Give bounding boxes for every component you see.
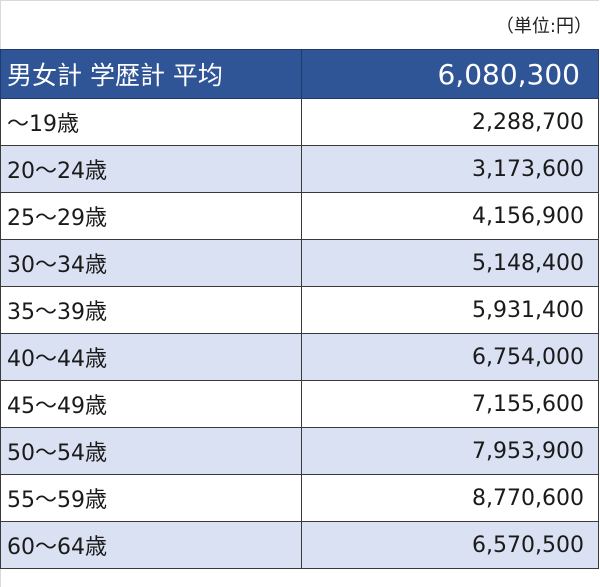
age-cell: 45～49歳 (0, 380, 302, 428)
salary-cell: 5,148,400 (301, 239, 599, 287)
table-header-row: 男女計 学歴計 平均 6,080,300 (0, 49, 599, 99)
age-cell: 60～64歳 (0, 521, 302, 569)
table-row: ～19歳 2,288,700 (0, 98, 599, 146)
table-row: 30～34歳 5,148,400 (0, 239, 599, 287)
salary-cell: 7,155,600 (301, 380, 599, 428)
table-row: 50～54歳 7,953,900 (0, 427, 599, 475)
salary-cell: 4,156,900 (301, 192, 599, 240)
salary-cell: 2,288,700 (301, 98, 599, 146)
age-cell: 20～24歳 (0, 145, 302, 193)
salary-cell: 5,931,400 (301, 286, 599, 334)
unit-label: （単位:円） (495, 16, 592, 37)
table-row: 60～64歳 6,570,500 (0, 521, 599, 569)
salary-cell: 6,754,000 (301, 333, 599, 381)
table-row: 45～49歳 7,155,600 (0, 380, 599, 428)
age-cell: 30～34歳 (0, 239, 302, 287)
salary-by-age-table: 男女計 学歴計 平均 6,080,300 ～19歳 2,288,700 20～2… (0, 49, 599, 569)
salary-cell: 8,770,600 (301, 474, 599, 522)
age-cell: 40～44歳 (0, 333, 302, 381)
table-row: 20～24歳 3,173,600 (0, 145, 599, 193)
age-cell: 25～29歳 (0, 192, 302, 240)
age-cell: 35～39歳 (0, 286, 302, 334)
table-row: 35～39歳 5,931,400 (0, 286, 599, 334)
age-cell: ～19歳 (0, 98, 302, 146)
salary-cell: 7,953,900 (301, 427, 599, 475)
header-value: 6,080,300 (301, 49, 599, 99)
table-row: 25～29歳 4,156,900 (0, 192, 599, 240)
table-row: 55～59歳 8,770,600 (0, 474, 599, 522)
header-label: 男女計 学歴計 平均 (0, 49, 302, 99)
salary-cell: 3,173,600 (301, 145, 599, 193)
age-cell: 55～59歳 (0, 474, 302, 522)
salary-cell: 6,570,500 (301, 521, 599, 569)
table-row: 40～44歳 6,754,000 (0, 333, 599, 381)
age-cell: 50～54歳 (0, 427, 302, 475)
